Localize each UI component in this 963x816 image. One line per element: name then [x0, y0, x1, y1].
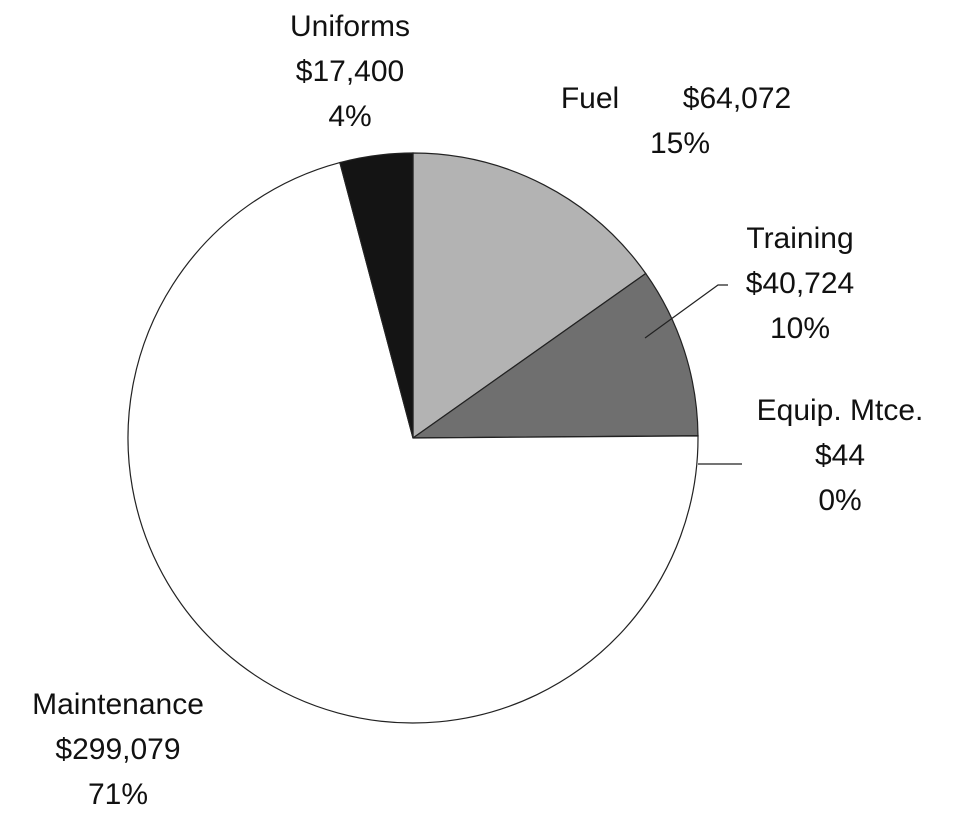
slice-percent-label: 10% — [770, 312, 830, 345]
pie-slice — [412, 152, 647, 440]
leader-line — [644, 284, 728, 339]
slice-value-label: $44 — [815, 439, 865, 472]
slice-value-label: $299,079 — [55, 733, 180, 766]
slice-value-label: $17,400 — [296, 55, 404, 88]
pie-slice — [339, 152, 414, 439]
pie-slice — [411, 272, 699, 439]
slice-value-label: $40,724 — [746, 267, 854, 300]
slice-label: Equip. Mtce. — [757, 394, 924, 427]
slice-percent-label: 71% — [88, 778, 148, 811]
slice-label: Training — [746, 222, 853, 255]
slice-label: Maintenance — [32, 688, 204, 721]
slice-label: Uniforms — [290, 10, 410, 43]
slice-percent-label: 0% — [818, 484, 861, 517]
pie-slice — [127, 161, 699, 724]
slice-percent-label: 4% — [328, 100, 371, 133]
slice-value-label: $64,072 — [683, 82, 791, 115]
slice-label: Fuel — [561, 82, 619, 115]
slice-percent-label: 15% — [650, 127, 710, 160]
